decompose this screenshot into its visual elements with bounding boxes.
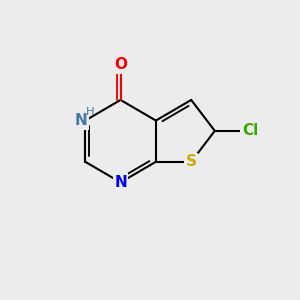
Text: O: O xyxy=(114,57,127,72)
Text: S: S xyxy=(186,154,197,169)
Text: Cl: Cl xyxy=(242,123,258,138)
Text: H: H xyxy=(86,107,95,117)
Text: N: N xyxy=(74,113,87,128)
Text: N: N xyxy=(114,175,127,190)
